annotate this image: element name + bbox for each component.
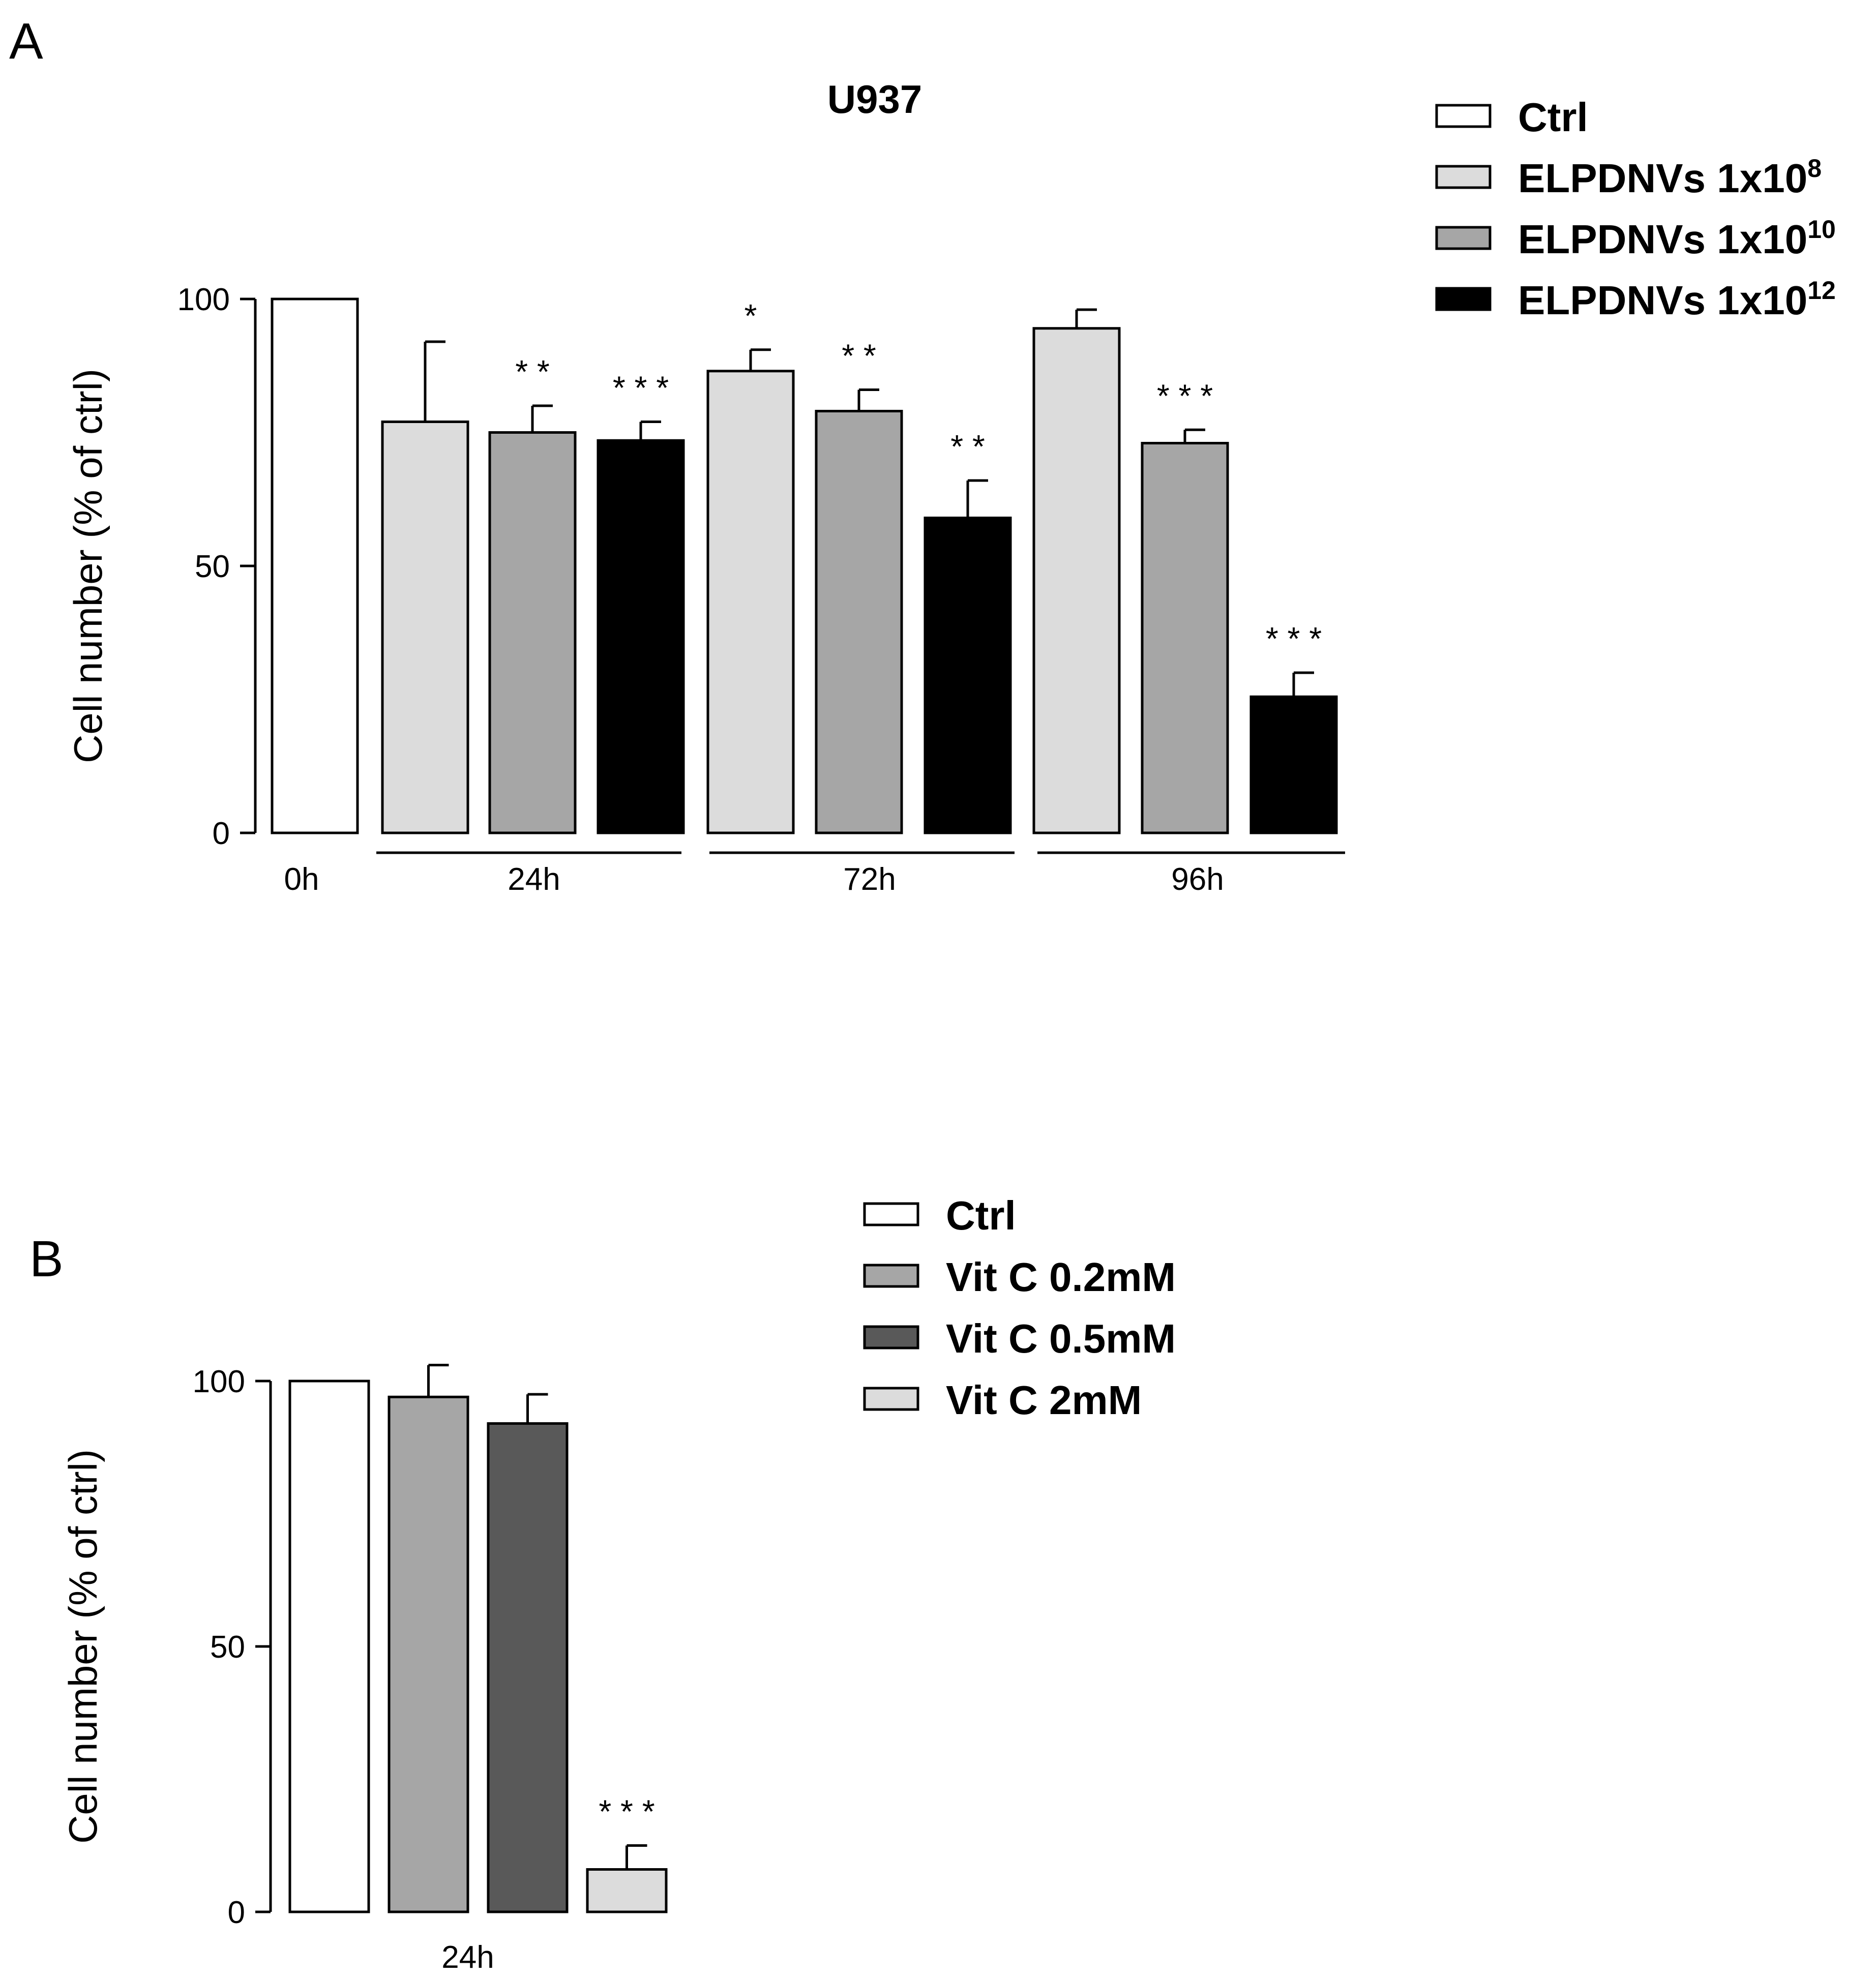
- bar: [586, 1868, 668, 1913]
- bar: [1249, 695, 1338, 834]
- bar: [597, 439, 685, 834]
- bar: [1032, 327, 1121, 834]
- legend-swatch: [1435, 165, 1492, 189]
- legend-swatch: [1435, 287, 1492, 311]
- legend-label: ELPDNVs 1x108: [1518, 154, 1822, 201]
- significance-label: * * *: [613, 370, 669, 406]
- significance-label: * * *: [599, 1793, 654, 1830]
- group-label: 72h: [843, 862, 896, 897]
- legend-swatch: [1435, 226, 1492, 250]
- legend-label: Vit C 0.5mM: [946, 1316, 1176, 1361]
- legend-swatch: [863, 1264, 919, 1288]
- panel-b: B 0 50 100 Cell number (% of ctrl) * * * 24…: [29, 1193, 1176, 1975]
- panel-a-legend: Ctrl ELPDNVs 1x108 ELPDNVs 1x1010 ELPDNVs 1…: [1435, 95, 1836, 323]
- y-axis-label: Cell number (% of ctrl): [61, 1449, 105, 1844]
- legend-label: Ctrl: [1518, 95, 1588, 140]
- group-label: 96h: [1171, 862, 1224, 897]
- panel-a-group-labels: 0h 24h 72h 96h: [284, 851, 1345, 897]
- significance-label: * * *: [1157, 377, 1213, 414]
- legend-label: ELPDNVs 1x1012: [1518, 276, 1836, 323]
- bar: [288, 1380, 370, 1913]
- panel-b-label: B: [29, 1231, 64, 1287]
- significance-label: * * *: [1266, 620, 1322, 657]
- panel-a: A U937 0 50 100 Cell number (% of ctrl) * *…: [9, 13, 1836, 897]
- y-tick-label: 50: [210, 1630, 245, 1665]
- legend-swatch: [863, 1387, 919, 1411]
- legend-swatch: [1435, 104, 1492, 128]
- panel-a-title: U937: [827, 77, 922, 122]
- group-label: 24h: [508, 862, 560, 897]
- y-tick-label: 0: [213, 816, 230, 851]
- legend-label: Ctrl: [946, 1193, 1016, 1238]
- panel-b-group-labels: 24h: [441, 1940, 494, 1975]
- bar: [488, 431, 577, 834]
- y-tick-label: 100: [177, 282, 230, 317]
- legend-label: Vit C 2mM: [946, 1377, 1142, 1423]
- group-label: 0h: [284, 862, 319, 897]
- group-label: 24h: [441, 1940, 494, 1975]
- bar: [1141, 442, 1229, 834]
- bar: [388, 1395, 469, 1913]
- bar: [815, 410, 903, 834]
- significance-label: *: [745, 297, 757, 334]
- legend-label: ELPDNVs 1x1010: [1518, 215, 1836, 262]
- y-tick-label: 100: [193, 1364, 245, 1399]
- legend-swatch: [863, 1325, 919, 1350]
- panel-a-label: A: [9, 13, 43, 70]
- y-tick-label: 50: [195, 549, 230, 584]
- y-tick-label: 0: [228, 1895, 245, 1930]
- legend-swatch: [863, 1202, 919, 1226]
- y-axis-label: Cell number (% of ctrl): [66, 369, 110, 763]
- panel-b-axes: 0 50 100 Cell number (% of ctrl): [61, 1364, 272, 1930]
- panel-b-bars: * * *: [288, 1364, 668, 1913]
- bar: [706, 370, 795, 834]
- bar: [924, 517, 1012, 834]
- bar: [381, 421, 469, 834]
- bar: [271, 297, 359, 834]
- significance-label: * *: [842, 338, 876, 374]
- significance-label: * *: [950, 428, 985, 465]
- panel-b-legend: Ctrl Vit C 0.2mM Vit C 0.5mM Vit C 2mM: [863, 1193, 1176, 1423]
- legend-label: Vit C 0.2mM: [946, 1254, 1176, 1300]
- bar: [487, 1422, 569, 1913]
- significance-label: * *: [515, 353, 550, 390]
- panel-a-axes: 0 50 100 Cell number (% of ctrl): [66, 282, 257, 851]
- panel-a-bars: * * * * * * * * * * * * * * * *: [271, 297, 1338, 834]
